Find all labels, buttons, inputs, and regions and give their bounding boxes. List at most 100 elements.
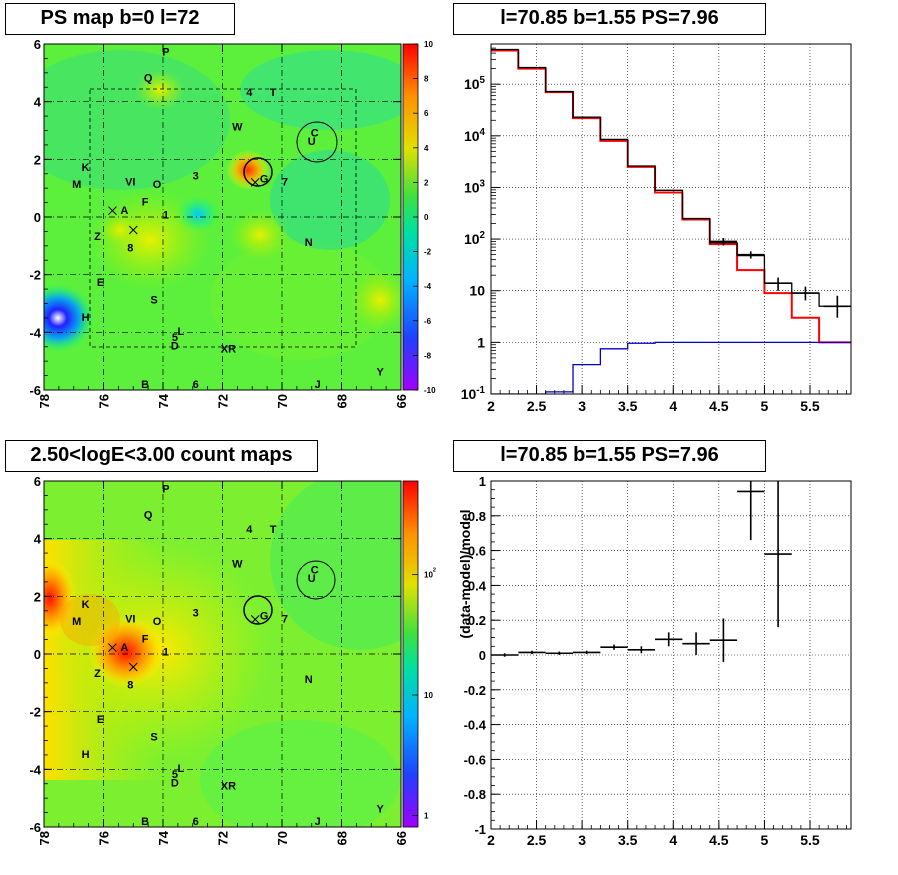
source-cross-marker (108, 643, 117, 653)
x-tick-label: 2 (487, 832, 495, 848)
y-tick-label: 2 (34, 589, 41, 604)
source-label: P (162, 47, 169, 59)
source-label: B (141, 816, 149, 828)
spectrum-axes: 2 2.5 3 3.5 4 4.5 5 5.5 10-1 1 10 102 103 104 105 (461, 43, 847, 414)
colorbar-tick-label: 0 (424, 213, 429, 222)
y-tick-label: -4 (29, 325, 41, 340)
colorbar-tick-label: -10 (424, 386, 436, 395)
y-tick-label: -0.2 (464, 683, 486, 698)
y-tick-label: 0 (34, 647, 41, 662)
y-tick-label: -0.6 (464, 752, 486, 767)
x-tick-label: 4 (669, 398, 677, 414)
colorbar-tick-label: -4 (424, 282, 432, 291)
x-tick-label: 68 (335, 831, 350, 845)
source-label: D (171, 778, 179, 790)
x-tick-label: 78 (37, 831, 52, 845)
source-label: J (315, 379, 321, 391)
ps-map-title: PS map b=0 l=72 (5, 3, 235, 35)
y-tick-label: 1 (479, 474, 486, 489)
source-label: Q (144, 72, 153, 84)
residuals-ylabel: (data-model)/model (457, 509, 473, 638)
source-cross-marker (108, 206, 117, 216)
colorbar-tick-label: 10 (424, 40, 433, 49)
residuals-grid (491, 481, 851, 829)
source-label: H (82, 749, 90, 761)
residuals-title: l=70.85 b=1.55 PS=7.96 (453, 440, 766, 472)
source-label: N (305, 674, 313, 686)
source-cross-marker (128, 225, 138, 235)
x-tick-label: 2.5 (527, 832, 547, 848)
x-tick-label: 72 (216, 831, 231, 845)
ps-map-grid (44, 44, 401, 390)
spectrum-step-line (491, 49, 851, 344)
y-tick-label: -6 (29, 820, 41, 835)
source-label: O (153, 616, 162, 628)
ps-map-source-labels: P Q 4 T W CU K 3 M VI O 7 G F A 1 Z 8 N E S H L5D XR Y 6 B J (72, 47, 384, 391)
x-tick-label: 70 (275, 831, 290, 845)
y-tick-label: 103 (464, 178, 486, 195)
y-tick-label: 102 (464, 230, 486, 247)
count-map-source-labels: P Q 4 T W CU K 3 M VI O 7 G F A 1 Z 8 N E S H L5D XR Y 6 B J (72, 484, 384, 828)
count-map-colorbar-ticks: 1 10 102 (412, 568, 436, 820)
source-label: 3 (193, 608, 199, 620)
count-map-source-circle (296, 560, 336, 600)
colorbar-tick-label: 10 (424, 691, 433, 700)
source-label: H (82, 312, 90, 324)
source-label: E (97, 714, 104, 726)
source-label: N (305, 237, 313, 249)
y-tick-label: 0.6 (468, 544, 486, 559)
x-tick-label: 66 (394, 394, 409, 408)
residuals-series (491, 481, 792, 662)
source-label: 7 (282, 613, 288, 625)
y-tick-label: 4 (34, 532, 42, 547)
x-tick-label: 3 (578, 398, 586, 414)
source-label: E (97, 277, 104, 289)
source-label: 4 (246, 87, 253, 99)
source-label: M (72, 179, 81, 191)
source-label: L (177, 763, 184, 775)
x-tick-label: 5 (761, 832, 769, 848)
source-label: 4 (246, 524, 253, 536)
y-tick-label: 0.8 (468, 509, 486, 524)
source-label: B (141, 379, 149, 391)
colorbar-tick-label: 8 (424, 75, 429, 84)
colorbar-tick-label: 6 (424, 109, 429, 118)
y-tick-label: -2 (29, 268, 41, 283)
x-tick-label: 68 (335, 394, 350, 408)
spectrum-panel: 2 2.5 3 3.5 4 4.5 5 5.5 10-1 1 10 102 103 104 105 (461, 43, 852, 414)
source-label: W (232, 559, 243, 571)
source-cross-marker (250, 615, 260, 624)
source-label: 3 (193, 171, 199, 183)
source-label: 6 (193, 379, 199, 391)
source-label: XR (221, 781, 236, 793)
source-cross-marker (128, 662, 138, 672)
source-label: 5 (172, 332, 178, 344)
source-label: L (177, 326, 184, 338)
source-label: VI (125, 613, 135, 625)
y-tick-label: -4 (29, 762, 41, 777)
colorbar-tick-label: 1 (424, 811, 429, 820)
source-label: D (171, 341, 179, 353)
x-tick-label: 4.5 (709, 832, 729, 848)
source-label: 8 (127, 680, 133, 692)
ps-map-colorbar-ticks: -10 -8 -6 -4 -2 0 2 4 6 8 10 (413, 40, 436, 395)
spectrum-step-line (491, 341, 851, 394)
source-label: 6 (193, 816, 199, 828)
x-tick-label: 74 (156, 393, 171, 408)
source-label: S (150, 295, 157, 307)
source-label: Y (377, 804, 385, 816)
y-tick-label: 0.4 (468, 578, 487, 593)
source-label: C (311, 564, 319, 576)
y-tick-label: 4 (34, 95, 42, 110)
ps-map-target-circle (243, 157, 273, 187)
x-tick-label: 4.5 (709, 398, 729, 414)
spectrum-title: l=70.85 b=1.55 PS=7.96 (453, 3, 766, 35)
y-tick-label: -0.8 (464, 787, 486, 802)
x-tick-label: 66 (394, 831, 409, 845)
source-label: Q (144, 509, 153, 521)
y-tick-label: 0 (479, 648, 486, 663)
residuals-panel: 2 2.5 3 3.5 4 4.5 5 5.5 -1 -0.8 -0.6 -0.4 -0.2 0 0.2 0.… (457, 474, 852, 848)
y-tick-label: -2 (29, 705, 41, 720)
y-tick-label: 6 (34, 474, 41, 489)
